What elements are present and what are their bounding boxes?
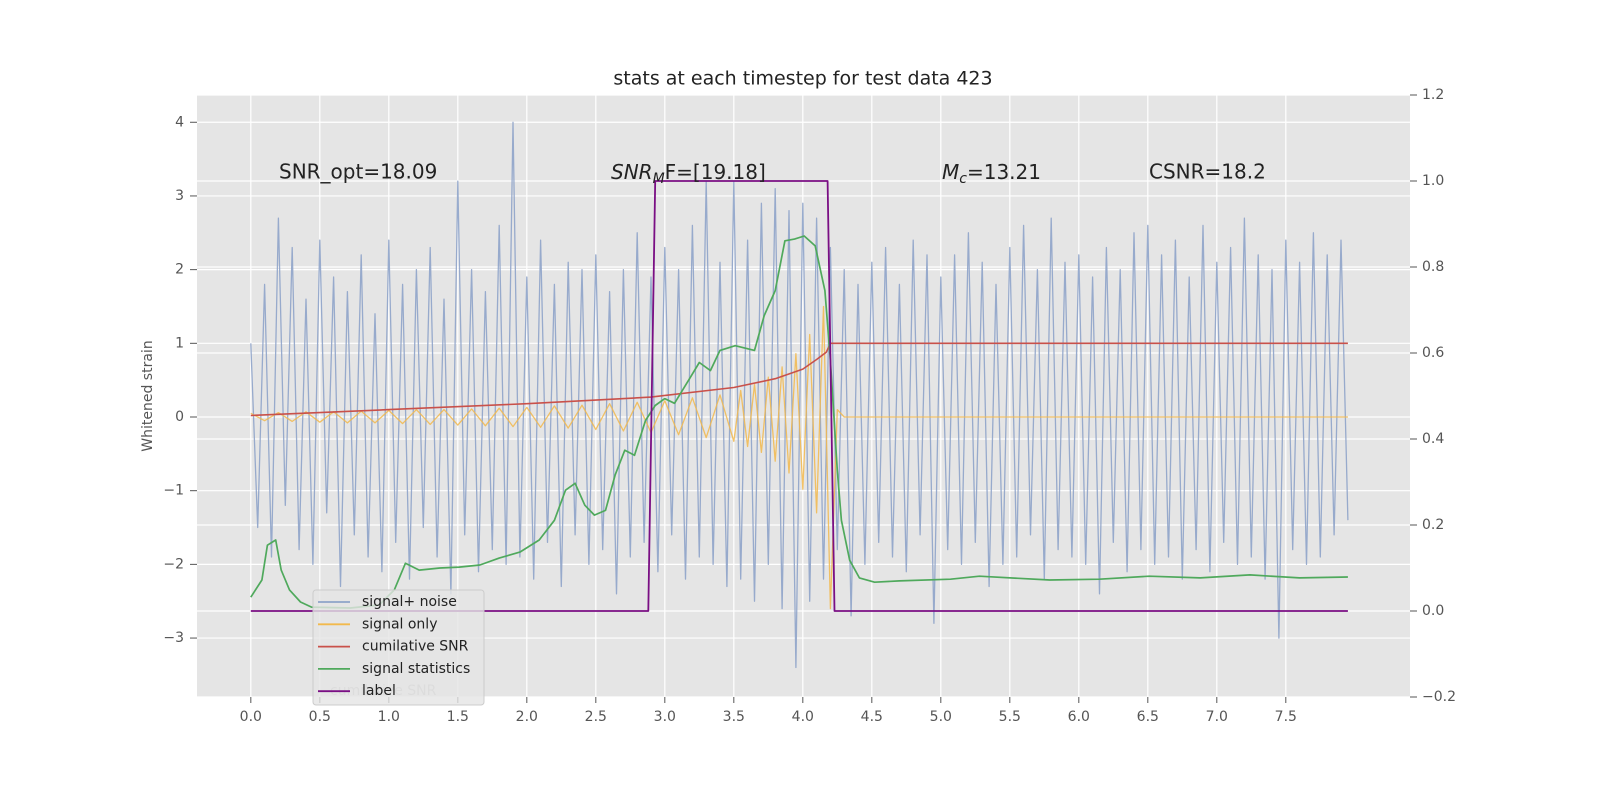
- x-tick-label: 1.5: [447, 709, 469, 725]
- y-tick-label: −1: [163, 483, 184, 499]
- legend-label: cumilative SNR: [362, 639, 469, 655]
- x-tick-label: 1.0: [378, 709, 400, 725]
- series-line: [250, 180, 1348, 612]
- x-tick-label: 5.0: [930, 709, 952, 725]
- x-tick-label: 3.0: [654, 709, 676, 725]
- x-tick-label: 2.5: [585, 709, 607, 725]
- y-tick-label: −2: [163, 556, 184, 572]
- series-line: [250, 121, 1349, 669]
- annotation: Mc=13.21: [942, 160, 1041, 188]
- x-tick-label: 0.5: [309, 709, 331, 725]
- legend-label: label: [362, 683, 396, 699]
- y2-tick-label: −0.2: [1422, 689, 1456, 705]
- series-line: [250, 305, 1348, 610]
- legend-label: signal only: [362, 616, 437, 632]
- y2-tick-label: 0.2: [1422, 517, 1444, 533]
- y-tick-label: 4: [175, 114, 184, 130]
- annotation-sub: c: [959, 171, 967, 187]
- annotation-sub: M: [653, 171, 665, 187]
- legend-label: signal+ noise: [362, 594, 457, 610]
- annotation: SNRMF=[19.18]: [611, 160, 766, 188]
- x-tick-label: 5.5: [999, 709, 1021, 725]
- y-axis-label: Whitened strain: [140, 340, 156, 451]
- x-tick-label: 7.0: [1206, 709, 1228, 725]
- x-tick-label: 4.0: [792, 709, 814, 725]
- annotation: CSNR=18.2: [1149, 160, 1266, 184]
- x-tick-label: 7.5: [1275, 709, 1297, 725]
- x-tick-label: 6.5: [1137, 709, 1159, 725]
- series-line: [250, 342, 1348, 417]
- y2-tick-label: 0.4: [1422, 431, 1444, 447]
- y-tick-label: 1: [175, 335, 184, 351]
- y-tick-label: −3: [163, 630, 184, 646]
- legend-label: signal statistics: [362, 661, 470, 677]
- y2-tick-label: 0.6: [1422, 345, 1444, 361]
- y2-tick-label: 1.2: [1422, 87, 1444, 103]
- legend-box: [312, 589, 485, 706]
- x-tick-label: 4.5: [861, 709, 883, 725]
- y2-tick-label: 1.0: [1422, 173, 1444, 189]
- chart-title: stats at each timestep for test data 423: [613, 68, 992, 90]
- annotation-main: M: [942, 160, 959, 184]
- y2-tick-label: 0.0: [1422, 603, 1444, 619]
- y-tick-label: 3: [175, 188, 184, 204]
- annotation: SNR_opt=18.09: [279, 160, 437, 184]
- y2-tick-label: 0.8: [1422, 259, 1444, 275]
- y-tick-label: 2: [175, 262, 184, 278]
- x-tick-label: 0.0: [240, 709, 262, 725]
- annotation-rest: F=[19.18]: [665, 160, 766, 184]
- x-tick-label: 6.0: [1068, 709, 1090, 725]
- y-tick-label: 0: [175, 409, 184, 425]
- annotation-rest: =13.21: [967, 160, 1041, 184]
- annotation-main: SNR: [611, 160, 653, 184]
- x-tick-label: 2.0: [516, 709, 538, 725]
- x-tick-label: 3.5: [723, 709, 745, 725]
